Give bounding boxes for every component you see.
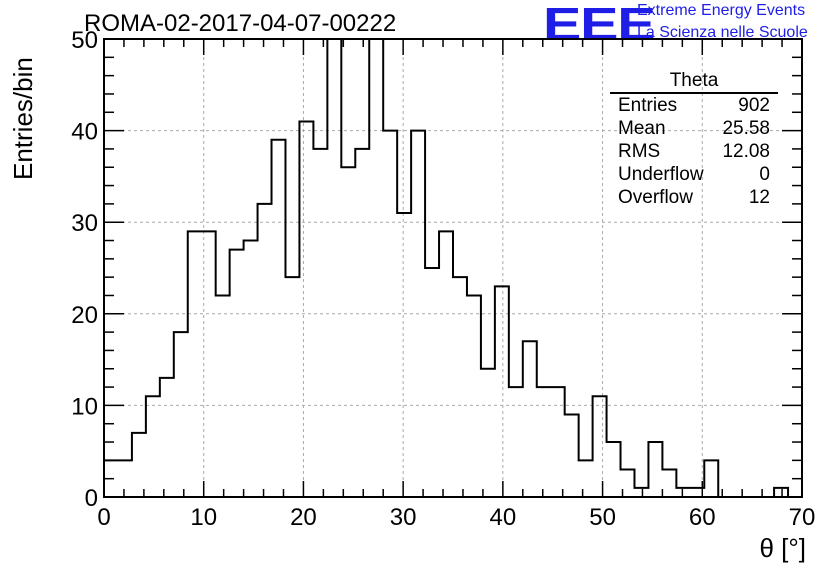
x-tick-label: 0 [97, 504, 110, 531]
stats-title: Theta [610, 70, 778, 94]
stats-row-entries: Entries 902 [610, 94, 778, 117]
stats-label: Entries [618, 95, 678, 116]
grid-lines [104, 39, 802, 497]
stats-value: 902 [738, 95, 770, 116]
stats-label: RMS [618, 141, 661, 162]
y-tick-label: 20 [71, 302, 98, 329]
x-tick-label: 50 [589, 504, 616, 531]
stats-label: Overflow [618, 187, 693, 208]
stats-value: 12 [748, 187, 770, 208]
tick-labels: 0 10 20 30 40 50 60 70 0 10 20 30 40 50 [71, 27, 815, 531]
y-tick-label: 40 [71, 119, 98, 146]
y-tick-label: 30 [71, 210, 98, 237]
stats-box: Theta Entries 902 Mean 25.58 RMS 12.08 Unde… [610, 70, 778, 209]
y-tick-label: 0 [85, 485, 98, 512]
x-tick-label: 40 [490, 504, 517, 531]
stats-value: 12.08 [722, 141, 770, 162]
stats-row-rms: RMS 12.08 [610, 140, 778, 163]
chart-title: ROMA-02-2017-04-07-00222 [84, 10, 397, 37]
stats-label: Mean [618, 118, 666, 139]
x-tick-label: 30 [390, 504, 417, 531]
stats-row-overflow: Overflow 12 [610, 186, 778, 209]
logo-line-2: La Scienza nelle Scuole [637, 24, 808, 41]
x-axis-label: θ [°] [759, 533, 806, 563]
x-tick-label: 60 [689, 504, 716, 531]
stats-value: 25.58 [722, 118, 770, 139]
y-axis-label: Entries/bin [8, 57, 38, 180]
y-tick-label: 10 [71, 393, 98, 420]
x-tick-label: 70 [789, 504, 816, 531]
stats-row-mean: Mean 25.58 [610, 117, 778, 140]
y-tick-label: 50 [71, 27, 98, 54]
stats-row-underflow: Underflow 0 [610, 163, 778, 186]
plot-frame [103, 38, 803, 498]
x-tick-label: 20 [290, 504, 317, 531]
stats-label: Underflow [618, 164, 704, 185]
logo-line-1: Extreme Energy Events [637, 2, 806, 19]
x-tick-label: 10 [190, 504, 217, 531]
stats-value: 0 [759, 164, 770, 185]
histogram-line [104, 38, 802, 498]
